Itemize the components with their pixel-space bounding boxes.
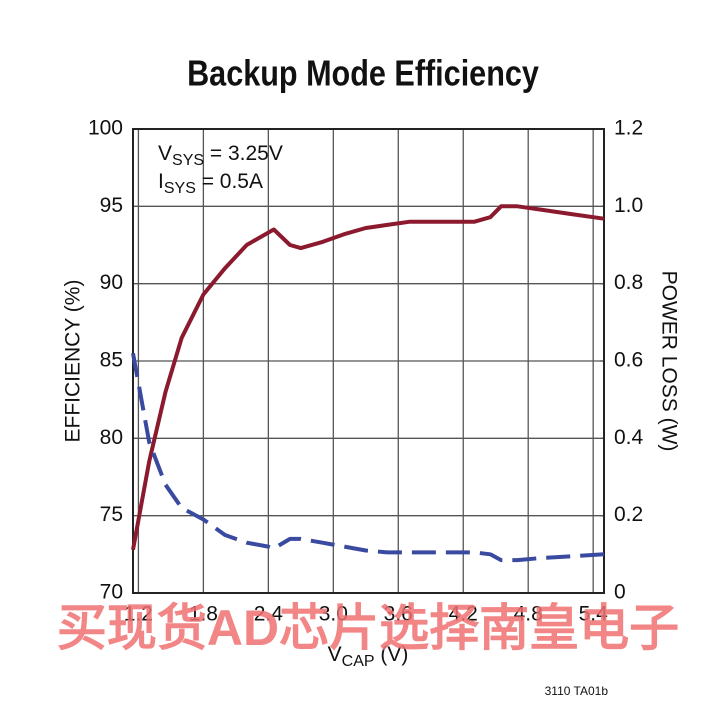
y-tick-label: 90 [100, 271, 123, 294]
chart-title: Backup Mode Efficiency [187, 54, 539, 94]
y2-tick-label: 1.0 [614, 194, 643, 217]
x-tick-label: 1.8 [189, 603, 218, 626]
x-axis-label-rest: (V) [375, 643, 409, 666]
x-tick-label: 4.8 [514, 603, 543, 626]
y-tick-label: 100 [88, 117, 123, 140]
y2-tick-label: 0.4 [614, 426, 644, 449]
annotation-main: I [158, 170, 164, 193]
annotation: VSYS = 3.25V [158, 142, 283, 170]
annotation-rest: = 3.25V [204, 142, 283, 165]
y2-tick-label: 0 [614, 581, 626, 604]
y-tick-label: 80 [100, 426, 123, 449]
annotation: ISYS = 0.5A [158, 170, 263, 198]
watermark: 买现货AD芯片选择南皇电子 [57, 600, 679, 656]
annotation-sub: SYS [164, 180, 196, 197]
data-line [131, 352, 605, 563]
y-tick-label: 75 [100, 503, 123, 526]
footnote: 3110 TA01b [545, 684, 609, 698]
annotation-sub: SYS [172, 152, 204, 169]
x-axis-label-sub: CAP [342, 653, 375, 670]
x-axis-label: VCAP (V) [328, 643, 409, 671]
y2-tick-label: 0.8 [614, 271, 643, 294]
x-tick-label: 1.2 [124, 603, 153, 626]
annotation-rest: = 0.5A [196, 170, 263, 193]
annotation-main: V [158, 142, 172, 165]
x-tick-label: 3.6 [384, 603, 413, 626]
y2-axis-label: POWER LOSS (W) [657, 271, 680, 452]
y2-tick-label: 0.2 [614, 503, 643, 526]
y-tick-label: 95 [100, 194, 123, 217]
x-axis-label-main: V [328, 643, 342, 666]
y2-tick-label: 0.6 [614, 349, 643, 372]
x-tick-label: 2.4 [254, 603, 284, 626]
y-tick-label: 70 [100, 581, 123, 604]
y2-tick-label: 1.2 [614, 117, 643, 140]
y-axis-label: EFFICIENCY (%) [62, 280, 85, 443]
x-tick-label: 3.0 [319, 603, 348, 626]
x-tick-label: 4.2 [449, 603, 478, 626]
y-tick-label: 85 [100, 349, 123, 372]
data-line [131, 204, 605, 551]
x-tick-label: 5.4 [579, 603, 609, 626]
